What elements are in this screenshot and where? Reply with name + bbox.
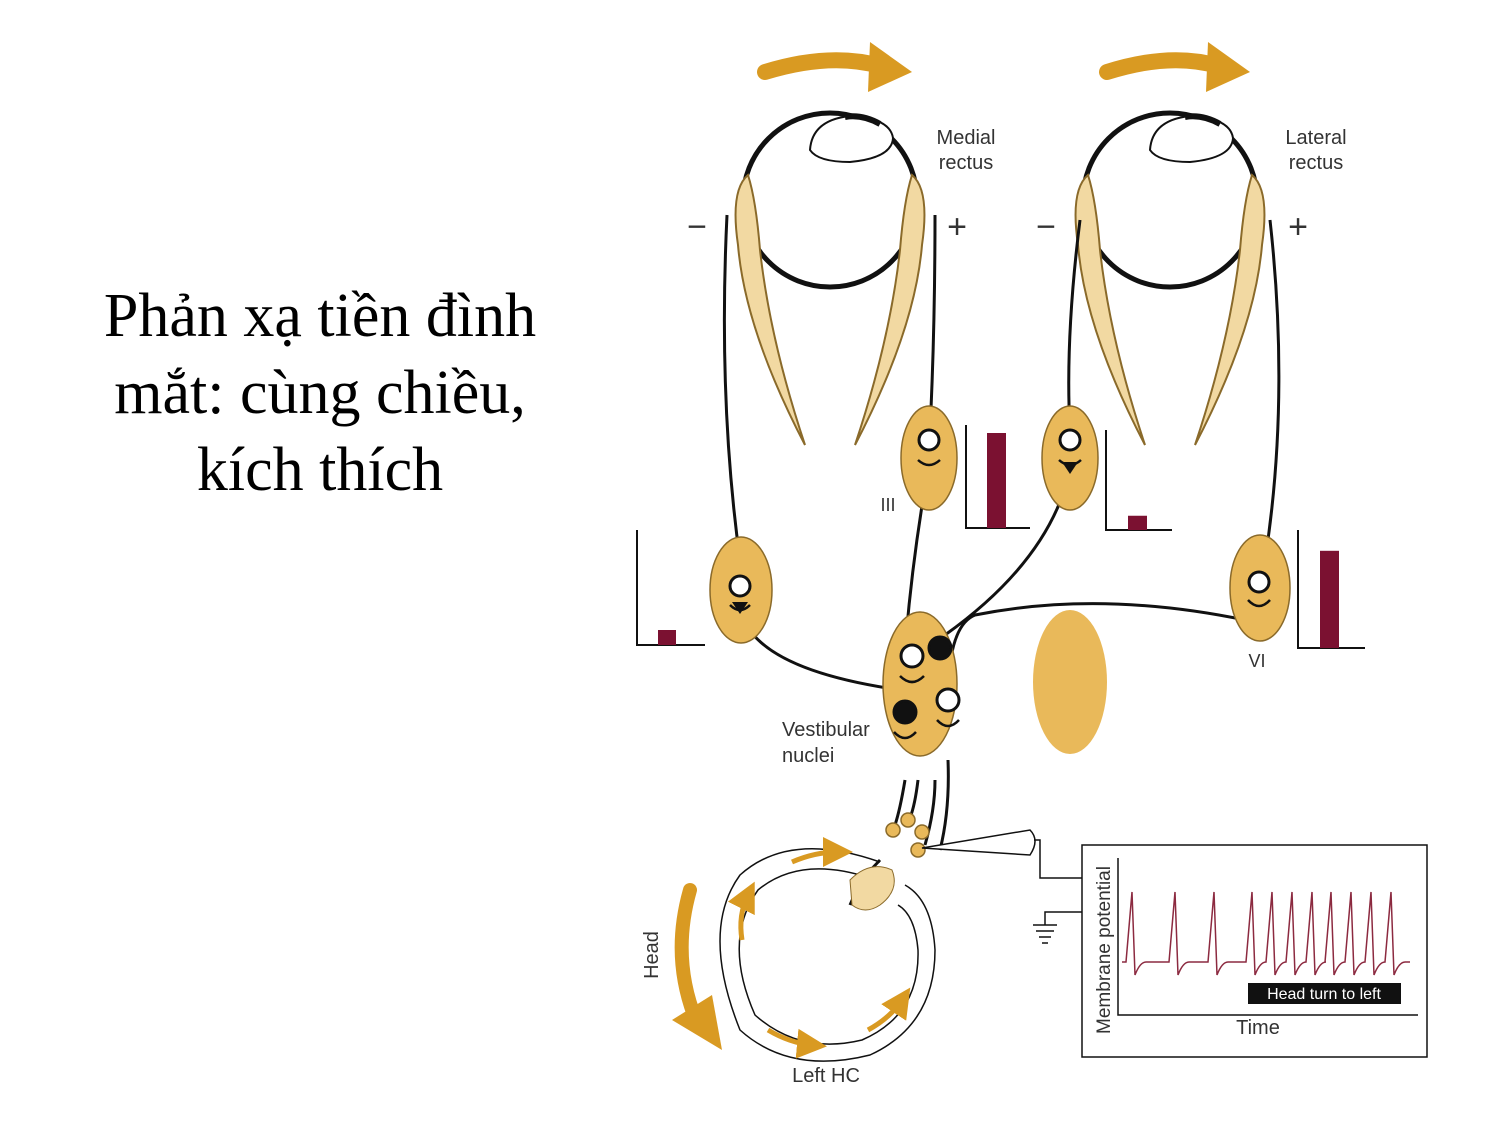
rotation-arrow-right bbox=[1099, 52, 1226, 80]
horizontal-canal bbox=[719, 848, 936, 1062]
head-label: Head bbox=[641, 931, 663, 979]
activity-bars bbox=[658, 433, 1339, 648]
activity-bar-abducens-nucleus-VI bbox=[1320, 550, 1339, 648]
lateral-rectus-label-2: rectus bbox=[1289, 152, 1343, 174]
time-label: Time bbox=[1236, 1017, 1280, 1039]
plus-sign-left: + bbox=[947, 208, 967, 246]
rotation-arrow-left bbox=[757, 52, 888, 80]
nerve-fibers bbox=[722, 214, 1281, 906]
left-hc-label: Left HC bbox=[792, 1065, 860, 1087]
vestibular-nuclei-label-2: nuclei bbox=[782, 745, 834, 767]
membrane-potential-label: Membrane potential bbox=[1094, 866, 1115, 1034]
vestibular-ganglion-cells bbox=[885, 812, 930, 858]
nucleus-III-label: III bbox=[880, 495, 895, 515]
medial-rectus-label-2: rectus bbox=[939, 152, 993, 174]
head-turn-label: Head turn to left bbox=[1267, 986, 1381, 1003]
title-line-2: mắt: cùng chiều, bbox=[114, 359, 526, 427]
electrode-wire bbox=[1034, 839, 1082, 879]
minus-sign-right: − bbox=[1036, 208, 1056, 246]
activity-bar-medial-rectus-nucleus-III bbox=[987, 433, 1006, 528]
inhibitory-terminal-left bbox=[732, 602, 748, 614]
head-rotation-arrowhead bbox=[672, 995, 722, 1050]
left-eye-lateral-muscle bbox=[734, 173, 806, 446]
rotation-arrowhead-right bbox=[1206, 42, 1250, 92]
left-eye bbox=[740, 110, 920, 290]
recording-electrode bbox=[921, 829, 1036, 856]
nucleus-VI-label: VI bbox=[1248, 651, 1265, 671]
left-eye-medial-muscle bbox=[854, 173, 926, 446]
rotation-arrowhead-left bbox=[868, 42, 912, 92]
bar-axes bbox=[636, 425, 1365, 649]
vestibular-nuclei bbox=[882, 611, 958, 757]
title-line-1: Phản xạ tiền đình bbox=[103, 282, 537, 350]
neuron-cell-bodies bbox=[728, 428, 1271, 725]
title-line-3: kích thích bbox=[196, 436, 444, 504]
right-eye-lateral-muscle bbox=[1194, 173, 1266, 446]
endolymph-flow-arrows bbox=[727, 837, 911, 1059]
oculomotor-nucleus-III bbox=[900, 405, 958, 511]
activity-bar-left-oculomotor-neuron bbox=[658, 630, 676, 645]
minus-sign-left: − bbox=[687, 208, 707, 246]
ground-icon bbox=[1033, 911, 1082, 944]
head-rotation-arrow bbox=[674, 883, 705, 1032]
head-turn-marker bbox=[1248, 983, 1401, 1004]
vestibular-nuclei-label-1: Vestibular bbox=[782, 719, 870, 741]
inhibitory-terminal-right bbox=[1062, 462, 1078, 474]
synapse-marks bbox=[729, 459, 1271, 740]
lateral-rectus-label-1: Lateral bbox=[1285, 127, 1346, 149]
activity-bar-lateral-rectus-antagonist-III bbox=[1128, 515, 1147, 530]
contralateral-vestibular-nucleus bbox=[1033, 610, 1107, 754]
membrane-potential-trace bbox=[1122, 891, 1410, 976]
medial-rectus-label-1: Medial bbox=[937, 127, 996, 149]
recording-axes bbox=[1117, 858, 1418, 1016]
right-oculomotor-nucleus bbox=[1041, 405, 1099, 511]
slide-title: Phản xạ tiền đình mắt: cùng chiều, kích … bbox=[40, 278, 600, 509]
right-eye bbox=[1080, 110, 1260, 290]
plus-sign-right: + bbox=[1288, 208, 1308, 246]
